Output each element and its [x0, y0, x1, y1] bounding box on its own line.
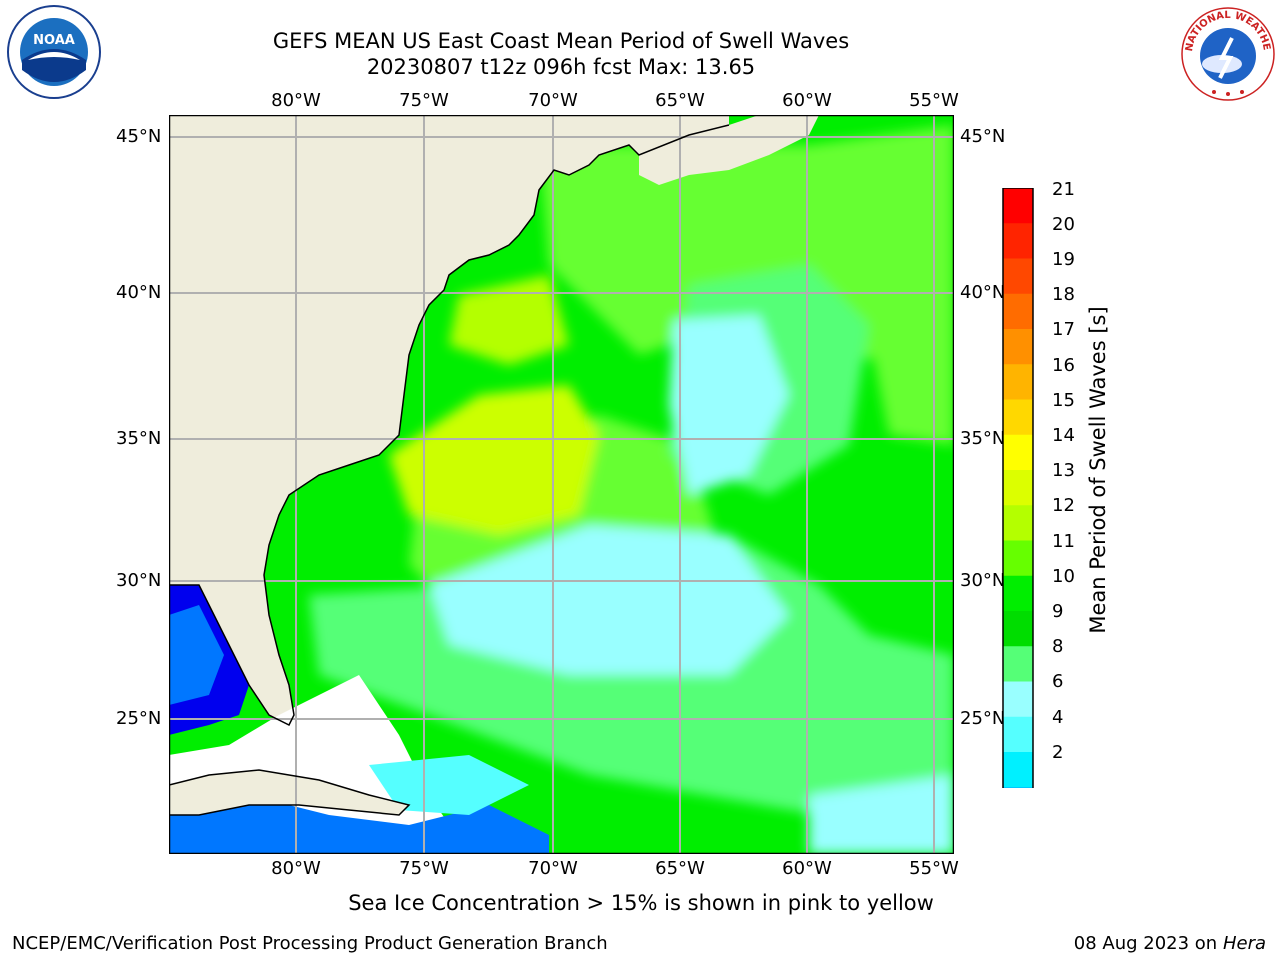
colorbar-band	[1003, 787, 1033, 788]
land-north-america	[169, 115, 729, 725]
colorbar-band	[1003, 575, 1033, 612]
colorbar-band	[1003, 470, 1033, 506]
colorbar-band	[1003, 293, 1033, 330]
colorbar-band	[1003, 223, 1033, 259]
colorbar-tick-19: 19	[1052, 249, 1075, 270]
footer-date-text: 08 Aug 2023 on	[1073, 933, 1218, 954]
colorbar-frame	[1002, 188, 1034, 788]
lon-label-bottom-60w: 60°W	[782, 858, 832, 879]
lon-label-bottom-75w: 75°W	[399, 858, 449, 879]
nws-logo: NATIONAL WEATHER SERVICE	[1176, 2, 1275, 101]
field-8-9s-pocket	[669, 315, 789, 495]
lon-label-top-55w: 55°W	[909, 90, 959, 111]
field-8-9s-se	[809, 775, 954, 854]
noaa-logo-text: NOAA	[33, 33, 75, 48]
lon-label-top-80w: 80°W	[271, 90, 321, 111]
colorbar-tick-21: 21	[1052, 179, 1075, 200]
map-frame	[169, 115, 954, 854]
chart-title: GEFS MEAN US East Coast Mean Period of S…	[272, 29, 850, 53]
noaa-logo: NOAA	[7, 5, 101, 99]
coastline	[169, 124, 730, 727]
graticule	[169, 115, 954, 854]
colorbar-tick-4: 4	[1052, 707, 1064, 728]
lon-label-bottom-65w: 65°W	[655, 858, 705, 879]
field-12-13s	[389, 385, 599, 535]
colorbar-band	[1003, 434, 1033, 471]
land-cuba	[169, 770, 409, 815]
colorbar-tick-11: 11	[1052, 531, 1075, 552]
colorbar-tick-20: 20	[1052, 214, 1075, 235]
colorbar-tick-10: 10	[1052, 566, 1075, 587]
field-8-9s-south	[429, 525, 789, 675]
chart-subtitle: 20230807 t12z 096h fcst Max: 13.65	[366, 55, 756, 79]
colorbar	[1002, 188, 1034, 788]
lat-label-left-35n: 35°N	[116, 428, 162, 449]
field-10-11s-north	[539, 125, 954, 365]
sea-ice-note: Sea Ice Concentration > 15% is shown in …	[348, 891, 934, 915]
colorbar-tick-18: 18	[1052, 284, 1075, 305]
colorbar-tick-13: 13	[1052, 460, 1075, 481]
colorbar-tick-15: 15	[1052, 390, 1075, 411]
colorbar-band	[1003, 329, 1033, 365]
colorbar-band	[1003, 399, 1033, 436]
lat-label-right-35n: 35°N	[960, 428, 1006, 449]
field-12-13s-ne	[449, 275, 569, 365]
lon-label-top-70w: 70°W	[528, 90, 578, 111]
colorbar-tick-8: 8	[1052, 636, 1064, 657]
lat-label-right-40n: 40°N	[960, 282, 1006, 303]
lon-label-top-60w: 60°W	[782, 90, 832, 111]
gulf-light-blue	[169, 605, 224, 705]
colorbar-band	[1003, 258, 1033, 295]
colorbar-band	[1003, 364, 1033, 400]
caribbean-blue	[169, 795, 549, 854]
colorbar-tick-9: 9	[1052, 601, 1064, 622]
lon-label-top-65w: 65°W	[655, 90, 705, 111]
footer-machine: Hera	[1222, 933, 1266, 954]
footer-credit: NCEP/EMC/Verification Post Processing Pr…	[12, 933, 608, 954]
colorbar-band	[1003, 646, 1033, 682]
lat-label-right-45n: 45°N	[960, 126, 1006, 147]
lat-label-left-40n: 40°N	[116, 282, 162, 303]
colorbar-band	[1003, 611, 1033, 647]
coastline-cuba	[169, 769, 411, 816]
footer-date: 08 Aug 2023 on Hera	[1074, 933, 1266, 954]
colorbar-tick-2: 2	[1052, 742, 1064, 763]
colorbar-title: Mean Period of Swell Waves [s]	[1086, 306, 1110, 634]
lat-label-left-30n: 30°N	[116, 570, 162, 591]
colorbar-tick-6: 6	[1052, 671, 1064, 692]
lat-label-right-30n: 30°N	[960, 570, 1006, 591]
colorbar-band	[1003, 752, 1033, 788]
colorbar-band	[1003, 505, 1033, 541]
lon-label-bottom-80w: 80°W	[271, 858, 321, 879]
colorbar-tick-12: 12	[1052, 495, 1075, 516]
swell-period-map	[169, 115, 954, 854]
colorbar-band	[1003, 681, 1033, 718]
colorbar-band	[1003, 716, 1033, 753]
field-11-12s-east	[869, 295, 954, 445]
colorbar-band	[1003, 188, 1033, 224]
lat-label-left-25n: 25°N	[116, 708, 162, 729]
colorbar-tick-14: 14	[1052, 425, 1075, 446]
colorbar-tick-17: 17	[1052, 319, 1075, 340]
caribbean-cyan	[369, 755, 529, 815]
lat-label-right-25n: 25°N	[960, 708, 1006, 729]
lon-label-top-75w: 75°W	[399, 90, 449, 111]
colorbar-band	[1003, 540, 1033, 577]
land-nova-scotia	[639, 115, 819, 185]
colorbar-tick-16: 16	[1052, 355, 1075, 376]
lat-label-left-45n: 45°N	[116, 126, 162, 147]
lon-label-bottom-55w: 55°W	[909, 858, 959, 879]
lon-label-bottom-70w: 70°W	[528, 858, 578, 879]
